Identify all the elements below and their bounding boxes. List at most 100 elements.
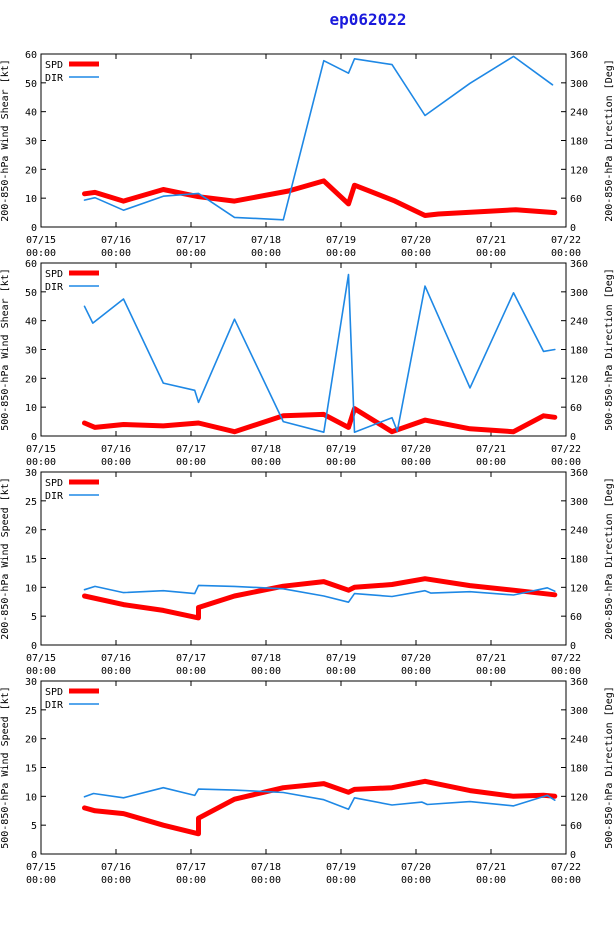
y-tick-label: 50 — [25, 79, 37, 90]
x-tick-time: 00:00 — [476, 666, 506, 677]
y-axis-title: 500-850-hPa Wind Speed [kt] — [0, 686, 11, 849]
chart-panel-1: 0 10 20 30 40 50 60 0 60 120 180 240 300 360 07/15 00:0… — [0, 50, 614, 259]
legend-label-dir: DIR — [45, 700, 64, 711]
y2-tick-label: 360 — [570, 468, 588, 479]
plot-frame — [40, 680, 567, 855]
y-tick-label: 5 — [31, 821, 37, 832]
x-tick-date: 07/19 — [326, 862, 356, 873]
dir-series-line — [83, 273, 556, 434]
x-tick-time: 00:00 — [251, 457, 281, 468]
y-tick-label: 10 — [25, 583, 37, 594]
x-tick-date: 07/21 — [476, 235, 506, 246]
y2-tick-label: 240 — [570, 317, 588, 328]
y-tick-label: 15 — [25, 764, 37, 775]
y-tick-label: 0 — [31, 223, 37, 234]
y2-tick-label: 120 — [570, 792, 588, 803]
y-tick-label: 5 — [31, 612, 37, 623]
y2-tick-label: 60 — [570, 194, 582, 205]
x-tick-date: 07/22 — [551, 653, 581, 664]
x-tick-date: 07/15 — [26, 653, 56, 664]
x-tick-time: 00:00 — [176, 666, 206, 677]
x-tick-date: 07/20 — [401, 444, 431, 455]
y2-tick-label: 360 — [570, 50, 588, 61]
x-tick-time: 00:00 — [476, 248, 506, 259]
x-tick-date: 07/20 — [401, 235, 431, 246]
y-tick-label: 0 — [31, 432, 37, 443]
x-tick-date: 07/19 — [326, 235, 356, 246]
y-tick-label: 0 — [31, 850, 37, 861]
legend-label-spd: SPD — [45, 60, 63, 71]
y2-tick-label: 0 — [570, 641, 576, 652]
spd-series-line — [82, 178, 558, 218]
x-tick-date: 07/18 — [251, 444, 281, 455]
y2-tick-label: 180 — [570, 137, 588, 148]
x-tick-time: 00:00 — [26, 875, 56, 886]
y2-tick-label: 300 — [570, 288, 588, 299]
y-tick-label: 30 — [25, 137, 37, 148]
x-tick-date: 07/16 — [101, 235, 131, 246]
x-tick-time: 00:00 — [101, 875, 131, 886]
x-tick-time: 00:00 — [551, 875, 581, 886]
legend-label-dir: DIR — [45, 282, 64, 293]
legend-label-spd: SPD — [45, 478, 63, 489]
spd-series-line — [82, 576, 558, 621]
x-tick-date: 07/20 — [401, 653, 431, 664]
dir-series-line — [83, 55, 554, 221]
y-tick-label: 15 — [25, 555, 37, 566]
y-axis-title: 500-850-hPa Wind Shear [kt] — [0, 268, 11, 431]
x-tick-time: 00:00 — [401, 666, 431, 677]
x-tick-date: 07/18 — [251, 235, 281, 246]
y2-tick-label: 180 — [570, 764, 588, 775]
x-tick-time: 00:00 — [176, 875, 206, 886]
y2-tick-label: 0 — [570, 432, 576, 443]
legend-label-dir: DIR — [45, 491, 64, 502]
x-tick-date: 07/19 — [326, 444, 356, 455]
dir-series-line — [83, 786, 556, 811]
x-tick-time: 00:00 — [101, 457, 131, 468]
y-tick-label: 10 — [25, 194, 37, 205]
y2-axis-title: 500-850-hPa Direction [Deg] — [604, 686, 614, 849]
y2-tick-label: 60 — [570, 612, 582, 623]
x-tick-date: 07/22 — [551, 235, 581, 246]
page-title: ep062022 — [329, 10, 406, 29]
x-tick-time: 00:00 — [26, 457, 56, 468]
y-tick-label: 20 — [25, 374, 37, 385]
y2-axis-title: 200-850-hPa Direction [Deg] — [604, 477, 614, 640]
y-tick-label: 50 — [25, 288, 37, 299]
x-tick-date: 07/21 — [476, 444, 506, 455]
x-tick-time: 00:00 — [101, 666, 131, 677]
x-tick-time: 00:00 — [251, 666, 281, 677]
x-tick-date: 07/21 — [476, 862, 506, 873]
y-tick-label: 30 — [25, 468, 37, 479]
x-tick-date: 07/18 — [251, 653, 281, 664]
x-tick-date: 07/15 — [26, 444, 56, 455]
x-tick-date: 07/18 — [251, 862, 281, 873]
legend-label-spd: SPD — [45, 269, 63, 280]
y2-tick-label: 360 — [570, 259, 588, 270]
x-tick-time: 00:00 — [101, 248, 131, 259]
y2-tick-label: 0 — [570, 850, 576, 861]
x-tick-date: 07/21 — [476, 653, 506, 664]
x-tick-time: 00:00 — [401, 457, 431, 468]
y-tick-label: 20 — [25, 735, 37, 746]
y2-axis-title: 200-850-hPa Direction [Deg] — [604, 59, 614, 222]
y2-tick-label: 300 — [570, 706, 588, 717]
y-tick-label: 25 — [25, 497, 37, 508]
y-tick-label: 10 — [25, 792, 37, 803]
y2-tick-label: 300 — [570, 497, 588, 508]
y2-tick-label: 240 — [570, 526, 588, 537]
y-tick-label: 0 — [31, 641, 37, 652]
y2-tick-label: 180 — [570, 346, 588, 357]
y2-tick-label: 120 — [570, 374, 588, 385]
x-tick-time: 00:00 — [326, 875, 356, 886]
y-axis-title: 200-850-hPa Wind Shear [kt] — [0, 59, 11, 222]
x-tick-time: 00:00 — [326, 457, 356, 468]
x-tick-date: 07/16 — [101, 653, 131, 664]
x-tick-time: 00:00 — [176, 248, 206, 259]
x-tick-time: 00:00 — [26, 248, 56, 259]
x-tick-date: 07/16 — [101, 862, 131, 873]
chart-panels: 010203040506006012018024030036007/1500:0… — [0, 50, 614, 886]
y2-tick-label: 240 — [570, 735, 588, 746]
x-tick-date: 07/17 — [176, 235, 206, 246]
